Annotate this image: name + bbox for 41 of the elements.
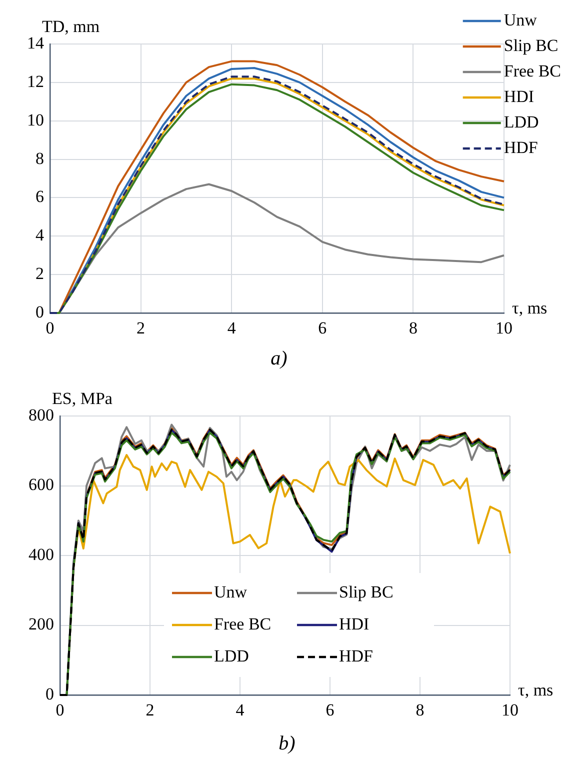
x-tick-label: 2 [136,318,146,338]
y-tick-label: 10 [27,110,44,130]
legend-label: HDF [504,138,538,157]
y-axis-title: ES, MPa [52,388,113,408]
x-tick-label: 10 [502,700,518,720]
text: a) [270,347,288,370]
legend-label: Free BC [214,614,272,634]
x-tick-label: 8 [416,700,424,720]
x-axis-title: τ, ms [512,298,548,318]
x-tick-label: 4 [227,318,236,338]
legend-label: Unw [214,582,248,602]
x-tick-label: 10 [496,318,512,338]
x-tick-label: 2 [146,700,154,720]
y-tick-label: 600 [28,475,54,494]
y-tick-label: 800 [28,405,54,424]
x-tick-label: 4 [236,700,245,720]
y-axis-title: TD, mm [42,16,100,36]
x-tick-label: 6 [326,700,334,720]
y-tick-label: 6 [36,187,44,206]
y-tick-label: 0 [46,684,54,704]
x-tick-label: 6 [318,318,327,338]
legend-label: HDI [504,86,534,106]
legend-label: Unw [504,10,538,30]
legend-label: LDD [214,646,249,666]
y-tick-label: 4 [36,226,44,245]
legend-label: Free BC [504,61,562,80]
y-tick-label: 200 [28,614,54,634]
legend-label: Slip BC [504,36,558,55]
y-tick-label: 14 [27,33,44,52]
legend-label: HDF [339,646,374,666]
x-axis-title: τ, ms [518,680,554,700]
y-tick-label: 8 [36,148,44,168]
y-tick-label: 400 [28,544,54,564]
legend-label: HDI [339,614,370,634]
y-tick-label: 12 [27,72,44,91]
legend-label: Slip BC [339,582,394,602]
text: b) [278,732,296,754]
legend-label: LDD [504,112,539,132]
y-tick-label: 2 [36,264,44,284]
x-tick-label: 8 [408,318,418,338]
y-tick-label: 0 [36,302,44,322]
